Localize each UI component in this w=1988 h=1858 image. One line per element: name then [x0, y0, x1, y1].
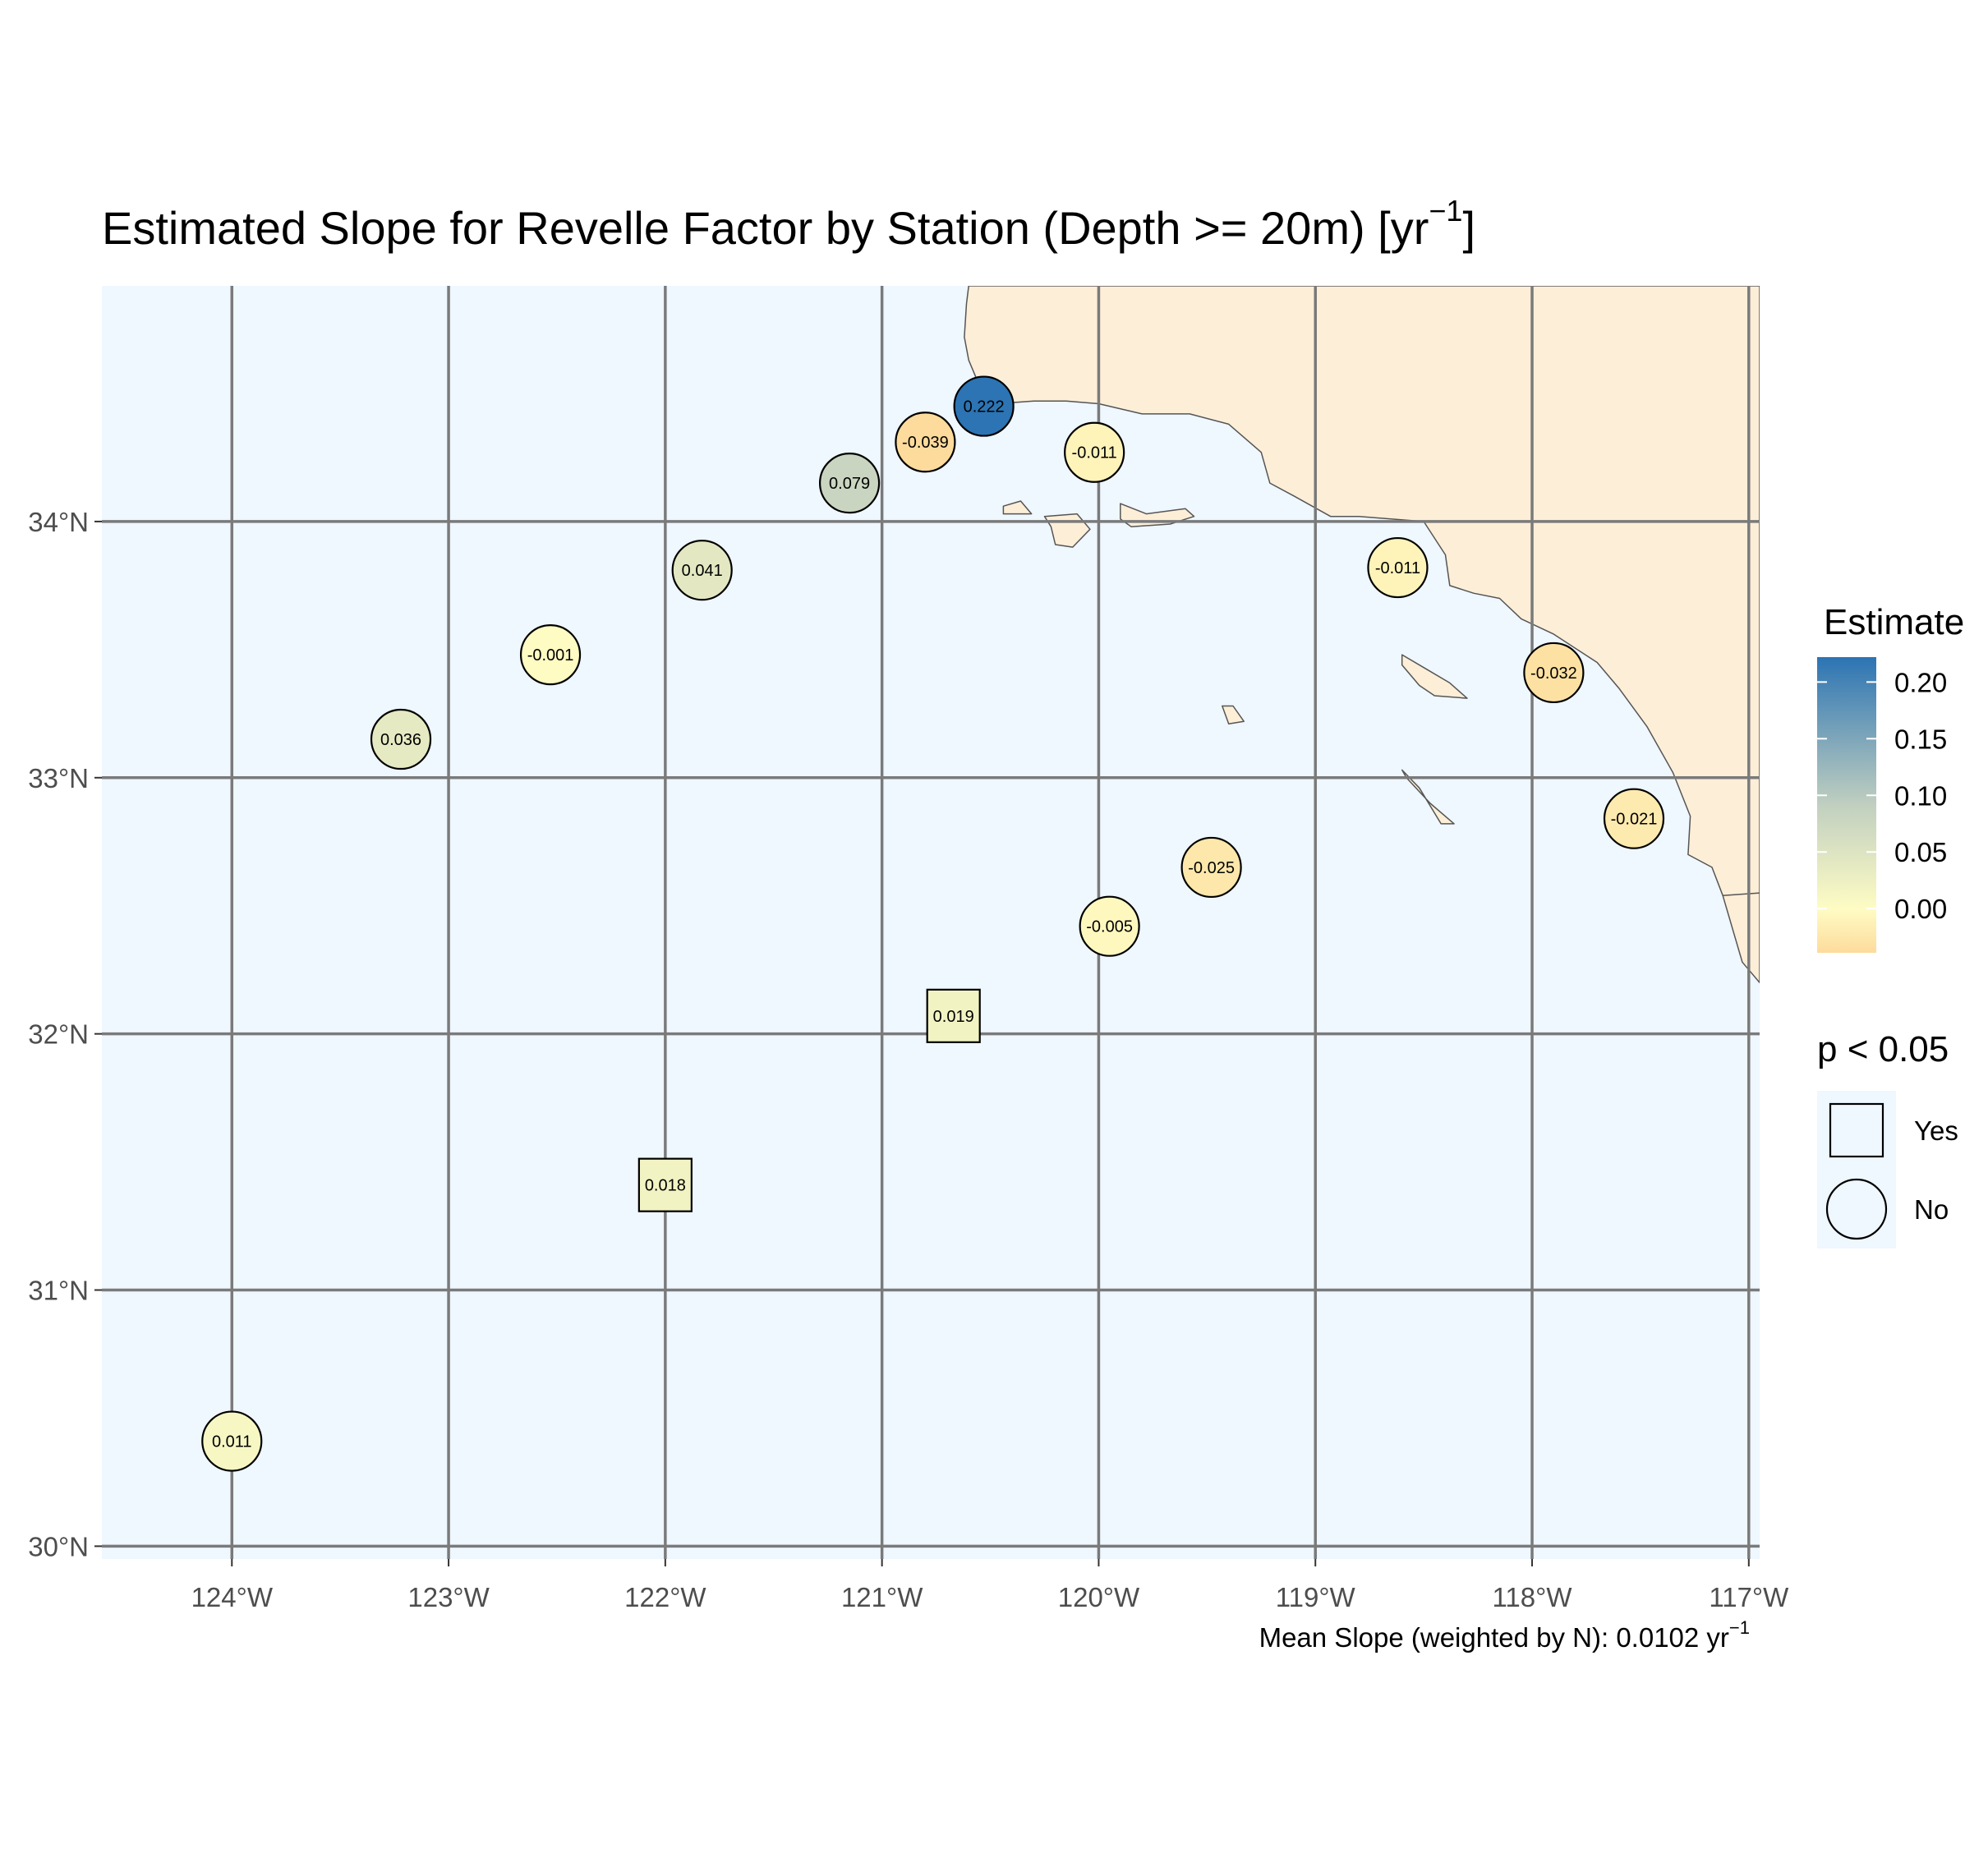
colorbar-label: 0.05 — [1894, 837, 1947, 867]
station-label: -0.032 — [1530, 665, 1577, 683]
station-point: 0.011 — [201, 1410, 263, 1472]
x-tick-label: 123°W — [407, 1582, 490, 1612]
station-circle — [370, 708, 432, 770]
station-label: -0.011 — [1375, 559, 1420, 577]
station-label: 0.018 — [645, 1177, 686, 1195]
station-point: 0.222 — [953, 375, 1015, 437]
station-circle — [1367, 536, 1429, 599]
graticule — [102, 286, 1760, 1559]
station-point: -0.005 — [1079, 895, 1140, 957]
x-tick-label: 122°W — [624, 1582, 706, 1612]
caption-text: Mean Slope (weighted by N): 0.0102 yr — [1259, 1622, 1729, 1653]
station-circle — [895, 412, 956, 473]
station-square — [637, 1157, 693, 1212]
station-point: 0.018 — [637, 1157, 693, 1212]
station-point: -0.011 — [1367, 536, 1429, 599]
x-tick-label: 120°W — [1058, 1582, 1140, 1612]
station-markers: 0.222 -0.039 -0.011 0.079 0.041 -0.011 -0.001 -… — [201, 375, 1665, 1472]
santa-catalina-island — [1401, 654, 1468, 699]
station-circle — [953, 375, 1015, 437]
y-tick-label: 30°N — [28, 1531, 89, 1561]
station-label: 0.019 — [933, 1008, 974, 1026]
chart-title: Estimated Slope for Revelle Factor by St… — [102, 196, 1475, 255]
colorbar-label: 0.00 — [1894, 894, 1947, 924]
legend-square-icon — [1829, 1102, 1884, 1158]
station-circle — [818, 453, 881, 514]
colorbar — [1817, 657, 1876, 953]
x-tick-label: 124°W — [191, 1582, 274, 1612]
caption-superscript: −1 — [1728, 1617, 1750, 1638]
station-label: 0.011 — [212, 1433, 252, 1451]
x-tick-label: 119°W — [1276, 1582, 1356, 1612]
station-point: 0.079 — [818, 453, 881, 514]
mainland — [964, 286, 1760, 984]
station-point: -0.001 — [519, 623, 582, 686]
colorbar-label: 0.10 — [1894, 780, 1947, 811]
y-tick-label: 31°N — [28, 1276, 89, 1306]
station-circle — [671, 540, 733, 601]
chart-title-text: Estimated Slope for Revelle Factor by St… — [102, 202, 1429, 254]
x-tick-label: 121°W — [841, 1582, 923, 1612]
shape-legend-key-background — [1817, 1091, 1896, 1249]
station-label: 0.041 — [682, 562, 723, 580]
station-point: 0.036 — [370, 708, 432, 770]
station-circle — [1079, 895, 1140, 957]
san-miguel-island — [1002, 500, 1033, 515]
legend-circle-icon — [1825, 1178, 1888, 1240]
santa-barbara-island — [1222, 705, 1245, 725]
station-point: -0.021 — [1603, 788, 1665, 849]
station-label: 0.222 — [964, 398, 1005, 416]
shape-legend-label: Yes — [1914, 1115, 1958, 1146]
station-point: 0.041 — [671, 540, 733, 601]
station-square — [926, 988, 981, 1043]
chart-title-superscript: −1 — [1429, 194, 1463, 228]
mexico-border — [1723, 892, 1760, 896]
x-tick-label: 117°W — [1709, 1582, 1789, 1612]
station-circle — [1180, 836, 1242, 899]
station-label: -0.011 — [1072, 444, 1117, 462]
station-circle — [519, 623, 582, 686]
y-tick-label: 34°N — [28, 507, 89, 537]
station-point: -0.011 — [1064, 421, 1125, 483]
y-tick-label: 33°N — [28, 763, 89, 793]
chart-title-end: ] — [1462, 202, 1475, 254]
station-label: -0.001 — [527, 646, 574, 665]
colorbar-label: 0.15 — [1894, 724, 1947, 754]
station-label: -0.039 — [902, 434, 949, 452]
station-label: -0.005 — [1086, 918, 1133, 936]
x-tick-label: 118°W — [1493, 1582, 1573, 1612]
legend: Estimate 0.00 0.05 0.10 0.15 0.20 p < 0.05 Yes N… — [1817, 602, 1964, 1249]
shape-legend-title: p < 0.05 — [1817, 1029, 1949, 1069]
station-circle — [1603, 788, 1665, 849]
station-circle — [201, 1410, 263, 1472]
station-label: 0.036 — [380, 731, 421, 749]
axes: 124°W 123°W 122°W 121°W 120°W 119°W 118°W 117°W… — [28, 507, 1789, 1612]
station-label: 0.079 — [829, 475, 870, 493]
station-circle — [1064, 421, 1125, 483]
shape-legend-label: No — [1914, 1194, 1949, 1225]
station-point: 0.019 — [926, 988, 981, 1043]
station-label: -0.021 — [1611, 811, 1658, 829]
colorbar-label: 0.20 — [1894, 667, 1947, 697]
station-point: -0.032 — [1523, 642, 1585, 704]
station-label: -0.025 — [1188, 859, 1235, 877]
station-point: -0.025 — [1180, 836, 1242, 899]
y-tick-label: 32°N — [28, 1019, 89, 1050]
colorbar-title: Estimate — [1824, 602, 1964, 642]
mean-slope-caption: Mean Slope (weighted by N): 0.0102 yr−1 — [1259, 1619, 1750, 1653]
station-point: -0.039 — [895, 412, 956, 473]
station-circle — [1523, 642, 1585, 704]
